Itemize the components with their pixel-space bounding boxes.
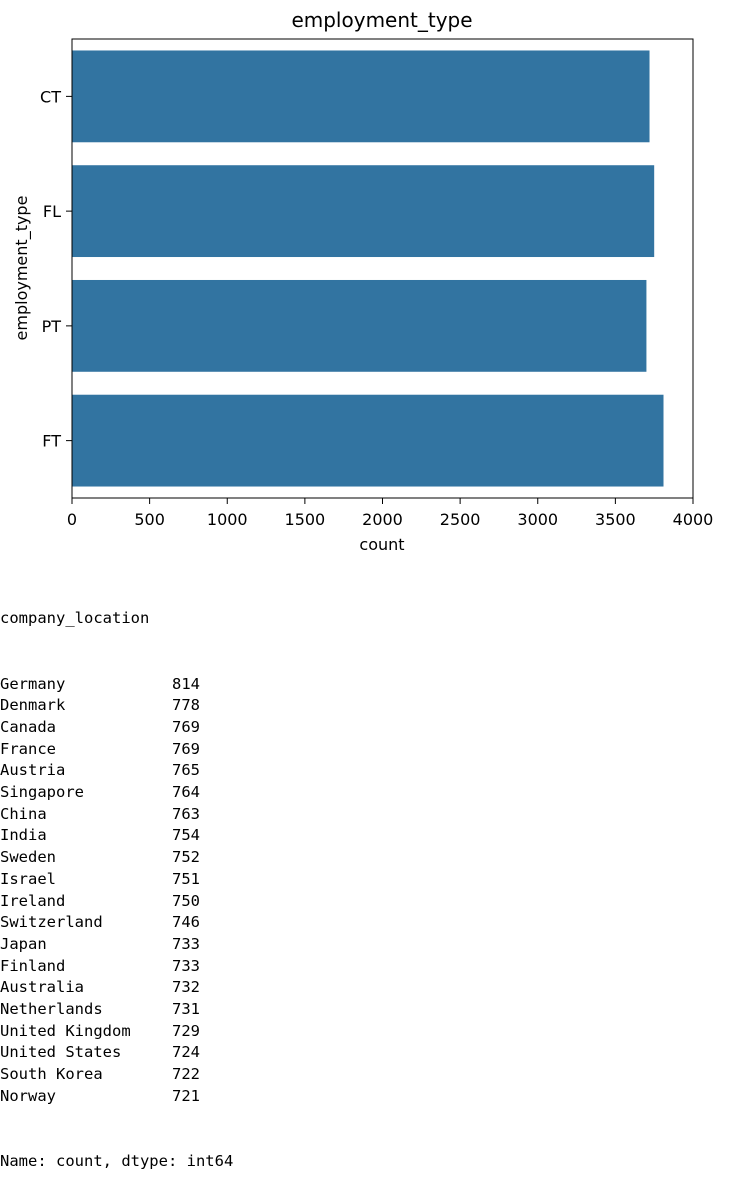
series-row-value: 769 xyxy=(172,717,200,736)
series-row-value: 750 xyxy=(172,891,200,910)
series-row-label: Canada xyxy=(0,717,56,736)
series-row: India 754 xyxy=(0,825,233,847)
series-row: China 763 xyxy=(0,804,233,826)
series-row-value: 729 xyxy=(172,1021,200,1040)
x-tick-label: 2500 xyxy=(440,510,481,529)
series-row-label: France xyxy=(0,739,56,758)
x-tick-label: 500 xyxy=(134,510,165,529)
bar-ft xyxy=(72,394,664,487)
x-tick-label: 0 xyxy=(67,510,77,529)
series-row-label: India xyxy=(0,826,47,845)
y-tick-label: FL xyxy=(43,202,61,221)
series-row-value: 732 xyxy=(172,978,200,997)
x-tick-label: 3000 xyxy=(517,510,558,529)
series-row-label: Australia xyxy=(0,978,84,997)
series-row: Netherlands 731 xyxy=(0,999,233,1021)
series-row-label: Ireland xyxy=(0,891,66,910)
bars-layer xyxy=(72,50,664,487)
series-row-label: Germany xyxy=(0,674,66,693)
series-row-label: South Korea xyxy=(0,1065,103,1084)
series-row: Denmark 778 xyxy=(0,695,233,717)
series-row-label: Netherlands xyxy=(0,1000,103,1019)
y-tick-label: FT xyxy=(42,432,61,451)
series-row-value: 731 xyxy=(172,1000,200,1019)
series-row: Australia 732 xyxy=(0,977,233,999)
chart-container: employment_type CT FL PT FT 0 500 1000 1500 200… xyxy=(0,0,746,562)
x-tick-label: 3500 xyxy=(595,510,636,529)
series-row: Israel 751 xyxy=(0,869,233,891)
series-row-label: China xyxy=(0,804,47,823)
x-ticks: 0 500 1000 1500 2000 2500 3000 3500 4000 xyxy=(67,498,713,529)
series-row: France 769 xyxy=(0,739,233,761)
y-axis-label: employment_type xyxy=(12,196,32,341)
series-row-label: Sweden xyxy=(0,848,56,867)
y-tick-label: PT xyxy=(42,317,62,336)
series-row-value: 751 xyxy=(172,869,200,888)
series-row-label: Israel xyxy=(0,869,56,888)
series-row: Ireland 750 xyxy=(0,891,233,913)
series-row-label: Finland xyxy=(0,956,66,975)
series-row-value: 722 xyxy=(172,1065,200,1084)
x-tick-label: 4000 xyxy=(673,510,714,529)
series-row: United Kingdom 729 xyxy=(0,1021,233,1043)
series-row-value: 765 xyxy=(172,761,200,780)
series-row-value: 721 xyxy=(172,1086,200,1105)
series-row: Sweden 752 xyxy=(0,847,233,869)
bar-fl xyxy=(72,165,655,258)
series-row: Canada 769 xyxy=(0,717,233,739)
series-row-value: 769 xyxy=(172,739,200,758)
series-row-value: 814 xyxy=(172,674,200,693)
bar-ct xyxy=(72,50,650,143)
series-rows: Germany 814 Denmark 778 Canada 769 France 769 Au… xyxy=(0,674,233,1108)
series-row-label: Singapore xyxy=(0,783,84,802)
series-row: Japan 733 xyxy=(0,934,233,956)
bar-pt xyxy=(72,279,647,372)
series-row-value: 764 xyxy=(172,783,200,802)
series-row-label: Austria xyxy=(0,761,66,780)
series-row-value: 763 xyxy=(172,804,200,823)
x-tick-label: 2000 xyxy=(362,510,403,529)
series-row-label: United Kingdom xyxy=(0,1021,131,1040)
y-tick-label: CT xyxy=(40,87,61,106)
series-row-label: Norway xyxy=(0,1086,56,1105)
x-tick-label: 1500 xyxy=(285,510,326,529)
series-row-value: 778 xyxy=(172,696,200,715)
series-row: Singapore 764 xyxy=(0,782,233,804)
series-row-value: 754 xyxy=(172,826,200,845)
x-axis-label: count xyxy=(359,535,404,554)
series-row-value: 733 xyxy=(172,934,200,953)
series-row-label: Japan xyxy=(0,934,47,953)
bar-chart: employment_type CT FL PT FT 0 500 1000 1500 200… xyxy=(12,8,713,554)
series-row-label: Denmark xyxy=(0,696,66,715)
series-row: Norway 721 xyxy=(0,1086,233,1108)
x-tick-label: 1000 xyxy=(207,510,248,529)
series-row: South Korea 722 xyxy=(0,1064,233,1086)
series-row-label: Switzerland xyxy=(0,913,103,932)
series-row: Austria 765 xyxy=(0,760,233,782)
series-row: Germany 814 xyxy=(0,674,233,696)
series-row: Finland 733 xyxy=(0,956,233,978)
series-row-value: 724 xyxy=(172,1043,200,1062)
series-row: United States 724 xyxy=(0,1042,233,1064)
series-name: company_location xyxy=(0,609,150,628)
y-ticks: CT FL PT FT xyxy=(40,87,72,451)
series-row-value: 752 xyxy=(172,848,200,867)
chart-title: employment_type xyxy=(291,8,472,32)
series-output: company_location Germany 814 Denmark 778 Can… xyxy=(0,565,233,1194)
series-row-value: 733 xyxy=(172,956,200,975)
series-row-label: United States xyxy=(0,1043,122,1062)
series-row: Switzerland 746 xyxy=(0,912,233,934)
series-row-value: 746 xyxy=(172,913,200,932)
series-footer: Name: count, dtype: int64 xyxy=(0,1151,234,1170)
